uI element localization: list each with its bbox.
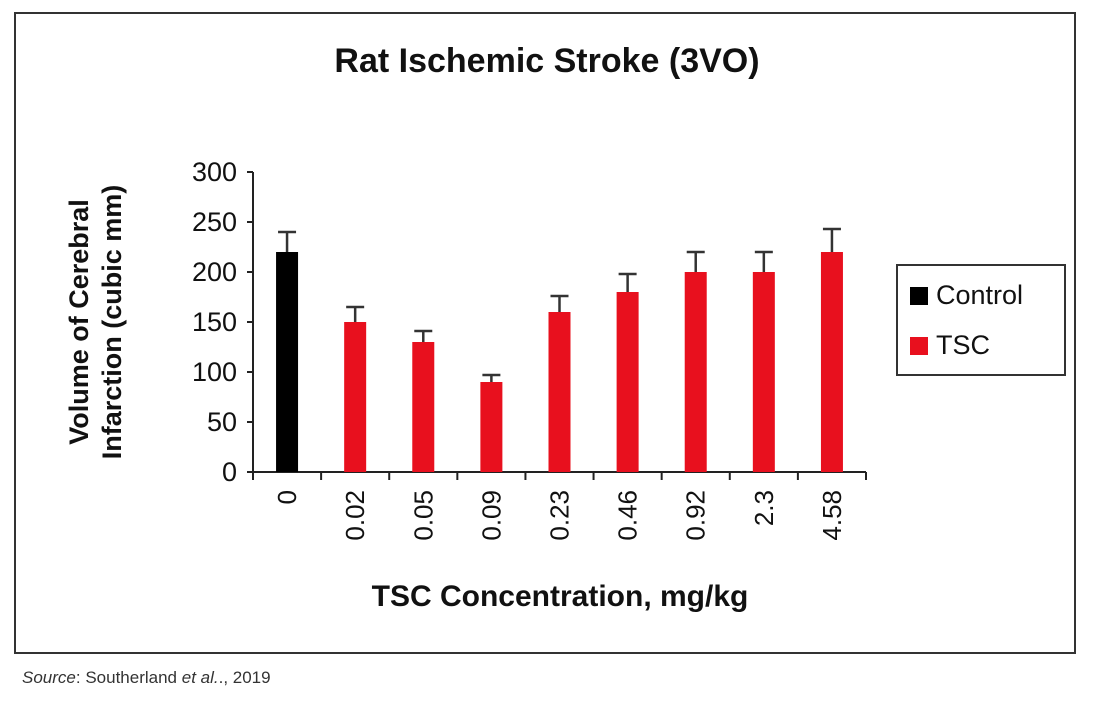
bar: [752, 272, 775, 472]
source-caption: Source: Southerland et al.., 2019: [22, 668, 271, 687]
legend: Control TSC: [896, 264, 1066, 376]
svg-text:150: 150: [192, 307, 237, 337]
legend-item-control: Control: [910, 280, 1023, 311]
x-tick-label: 0.09: [476, 490, 506, 541]
bar: [276, 252, 299, 472]
x-tick-label: 0.46: [613, 490, 643, 541]
bar: [412, 342, 435, 472]
bar: [344, 322, 367, 472]
svg-text:250: 250: [192, 207, 237, 237]
x-tick-label: 4.58: [817, 490, 847, 541]
bar: [684, 272, 707, 472]
bar: [480, 382, 503, 472]
bar: [616, 292, 639, 472]
legend-swatch-control: [910, 286, 928, 305]
legend-swatch-tsc: [910, 336, 928, 355]
legend-item-tsc: TSC: [910, 330, 990, 361]
svg-text:200: 200: [192, 257, 237, 287]
x-tick-label: 0.02: [340, 490, 370, 541]
bar: [820, 252, 843, 472]
svg-text:300: 300: [192, 157, 237, 187]
svg-text:50: 50: [207, 407, 237, 437]
svg-text:0: 0: [222, 457, 237, 487]
x-tick-label: 0.23: [545, 490, 575, 541]
x-tick-label: 2.3: [749, 490, 779, 526]
x-tick-label: 0.05: [408, 490, 438, 541]
bar: [548, 312, 571, 472]
x-tick-label: 0: [272, 490, 302, 504]
svg-text:100: 100: [192, 357, 237, 387]
x-axis-label: TSC Concentration, mg/kg: [371, 580, 749, 613]
chart-title: Rat Ischemic Stroke (3VO): [334, 42, 760, 80]
x-tick-label: 0.92: [681, 490, 711, 541]
